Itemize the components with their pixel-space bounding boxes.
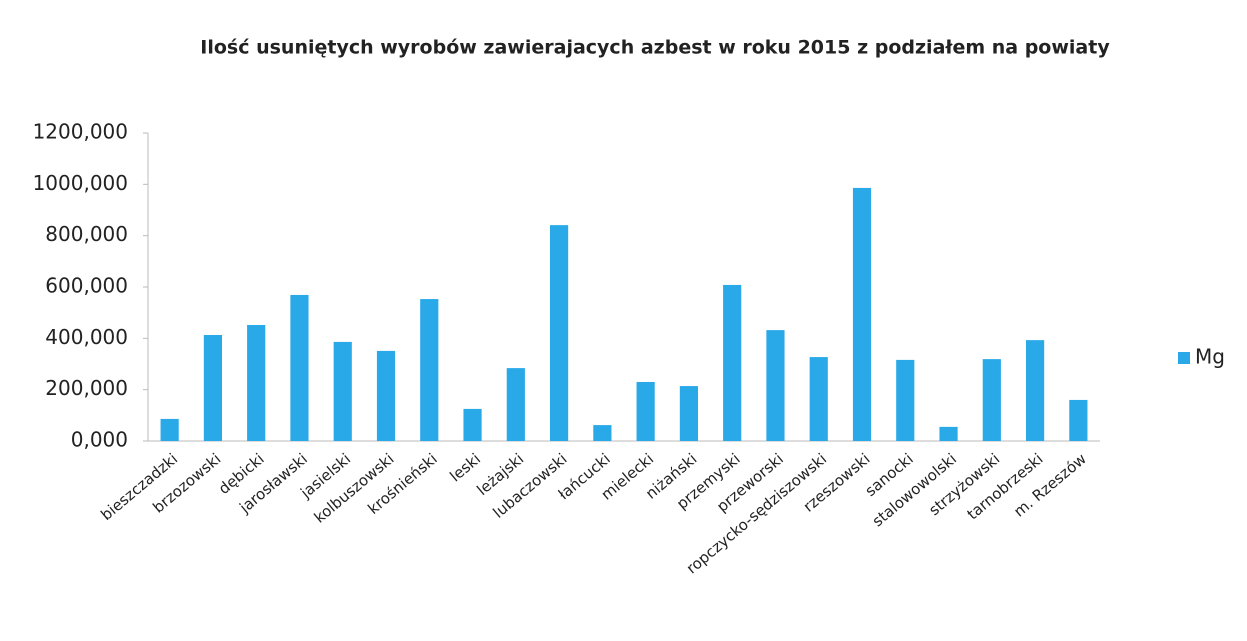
y-tick-label: 600,000 bbox=[45, 274, 128, 298]
legend-label: Mg bbox=[1195, 345, 1225, 369]
y-tick-label: 0,000 bbox=[71, 428, 128, 452]
legend-swatch bbox=[1178, 352, 1190, 364]
y-tick-label: 1200,000 bbox=[33, 120, 128, 144]
bar bbox=[506, 368, 525, 441]
bar bbox=[852, 187, 872, 441]
y-tick-label: 1000,000 bbox=[33, 171, 128, 195]
bar bbox=[766, 330, 785, 441]
bar bbox=[982, 359, 1001, 441]
bar bbox=[550, 225, 569, 441]
bar bbox=[809, 357, 828, 441]
bar bbox=[939, 426, 958, 441]
y-tick-label: 800,000 bbox=[45, 222, 128, 246]
bar bbox=[376, 350, 396, 441]
bar bbox=[247, 324, 266, 441]
y-tick-label: 200,000 bbox=[45, 376, 128, 400]
bar bbox=[723, 284, 742, 441]
bar bbox=[333, 341, 352, 441]
bar bbox=[420, 299, 439, 441]
bar bbox=[636, 381, 655, 441]
y-tick-label: 400,000 bbox=[45, 325, 128, 349]
bar bbox=[160, 418, 179, 441]
bar bbox=[679, 386, 698, 441]
bar bbox=[290, 294, 309, 441]
bar bbox=[463, 408, 482, 441]
chart-title: Ilość usuniętych wyrobów zawierajacych a… bbox=[200, 37, 1110, 59]
bar bbox=[593, 425, 612, 441]
bar bbox=[896, 359, 915, 441]
bar bbox=[1026, 340, 1045, 441]
bar bbox=[203, 334, 222, 441]
bar bbox=[1069, 399, 1088, 441]
